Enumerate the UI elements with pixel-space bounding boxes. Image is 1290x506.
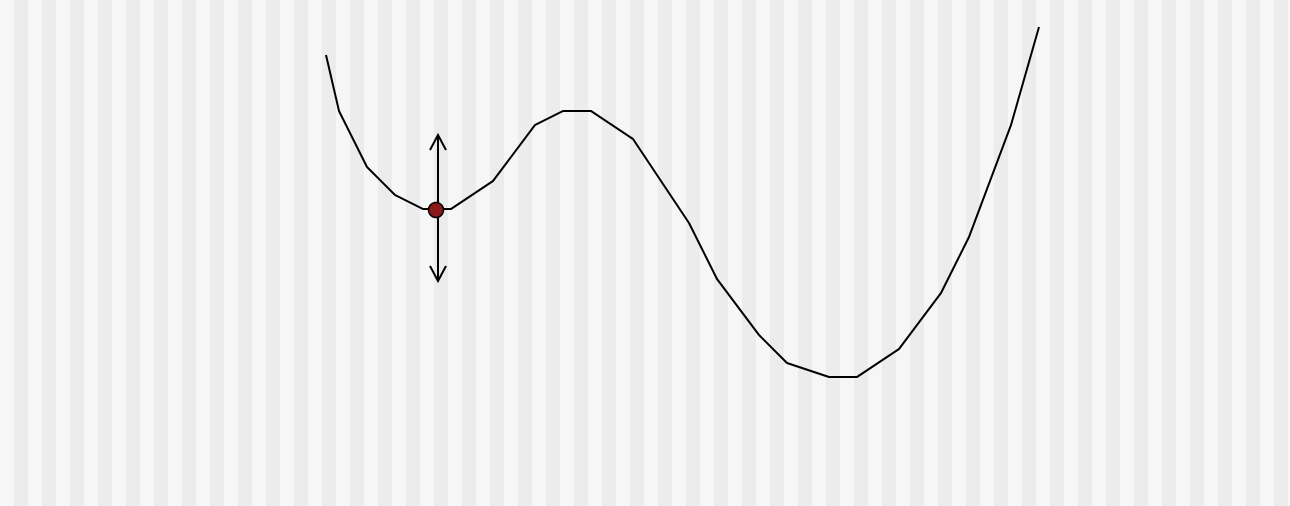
- arrow-head-down: [429, 265, 447, 284]
- ball-particle: [427, 201, 445, 219]
- arrow-head-up: [429, 132, 447, 151]
- potential-curve: [325, 26, 1040, 378]
